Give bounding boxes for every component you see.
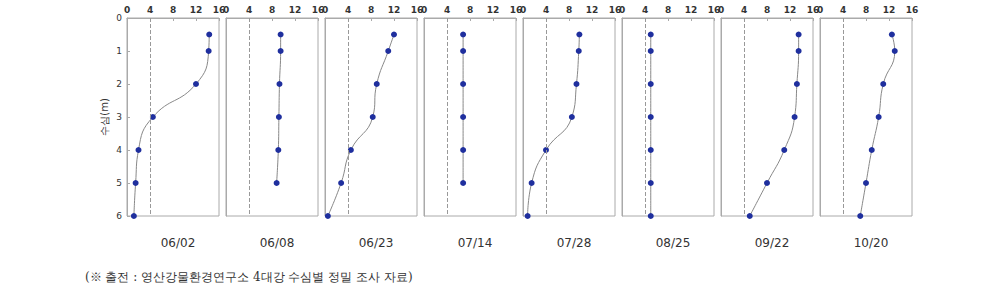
svg-text:4: 4 (147, 5, 153, 15)
svg-text:16: 16 (410, 4, 424, 15)
svg-text:10/20: 10/20 (854, 236, 889, 250)
svg-text:12: 12 (883, 5, 896, 15)
svg-text:06/02: 06/02 (161, 236, 196, 250)
svg-text:0: 0 (322, 5, 328, 15)
svg-text:12: 12 (784, 5, 797, 15)
svg-text:09/22: 09/22 (755, 236, 790, 250)
svg-text:0: 0 (619, 5, 625, 15)
svg-text:6: 6 (116, 211, 122, 221)
svg-text:16: 16 (608, 4, 622, 15)
svg-text:4: 4 (116, 145, 122, 155)
svg-text:12: 12 (586, 5, 599, 15)
svg-text:12: 12 (289, 5, 302, 15)
svg-text:0: 0 (817, 5, 823, 15)
svg-text:0: 0 (223, 5, 229, 15)
svg-text:0: 0 (421, 5, 427, 15)
svg-text:8: 8 (170, 5, 176, 15)
svg-text:5: 5 (116, 178, 122, 188)
svg-text:16: 16 (707, 4, 721, 15)
svg-text:8: 8 (665, 5, 671, 15)
svg-text:2: 2 (116, 79, 122, 89)
svg-text:16: 16 (311, 4, 325, 15)
svg-text:4: 4 (543, 5, 549, 15)
svg-text:12: 12 (190, 5, 203, 15)
svg-text:3: 3 (116, 112, 122, 122)
svg-text:1: 1 (116, 46, 122, 56)
svg-text:4: 4 (345, 5, 351, 15)
svg-text:(※ 출전 : 영산강물환경연구소 4대강 수심별 정밀 조: (※ 출전 : 영산강물환경연구소 4대강 수심별 정밀 조사 자료) (85, 270, 413, 284)
svg-text:8: 8 (467, 5, 473, 15)
svg-text:06/08: 06/08 (260, 236, 295, 250)
svg-text:8: 8 (764, 5, 770, 15)
svg-text:4: 4 (246, 5, 252, 15)
svg-text:16: 16 (906, 5, 919, 15)
svg-text:4: 4 (741, 5, 747, 15)
svg-text:4: 4 (444, 5, 450, 15)
svg-text:0: 0 (116, 13, 122, 23)
svg-text:수심(m): 수심(m) (99, 98, 110, 136)
svg-text:0: 0 (124, 5, 130, 15)
svg-text:8: 8 (566, 5, 572, 15)
svg-text:06/23: 06/23 (359, 236, 394, 250)
svg-text:12: 12 (487, 5, 500, 15)
svg-text:4: 4 (642, 5, 648, 15)
svg-text:16: 16 (806, 4, 820, 15)
svg-text:12: 12 (685, 5, 698, 15)
svg-text:8: 8 (368, 5, 374, 15)
svg-text:08/25: 08/25 (656, 236, 691, 250)
svg-text:0: 0 (520, 5, 526, 15)
svg-text:12: 12 (388, 5, 401, 15)
svg-text:16: 16 (212, 4, 226, 15)
svg-text:0: 0 (718, 5, 724, 15)
svg-text:4: 4 (840, 5, 846, 15)
svg-text:8: 8 (269, 5, 275, 15)
svg-text:07/28: 07/28 (557, 236, 592, 250)
svg-text:8: 8 (863, 5, 869, 15)
svg-text:07/14: 07/14 (458, 236, 493, 250)
svg-text:16: 16 (509, 4, 523, 15)
